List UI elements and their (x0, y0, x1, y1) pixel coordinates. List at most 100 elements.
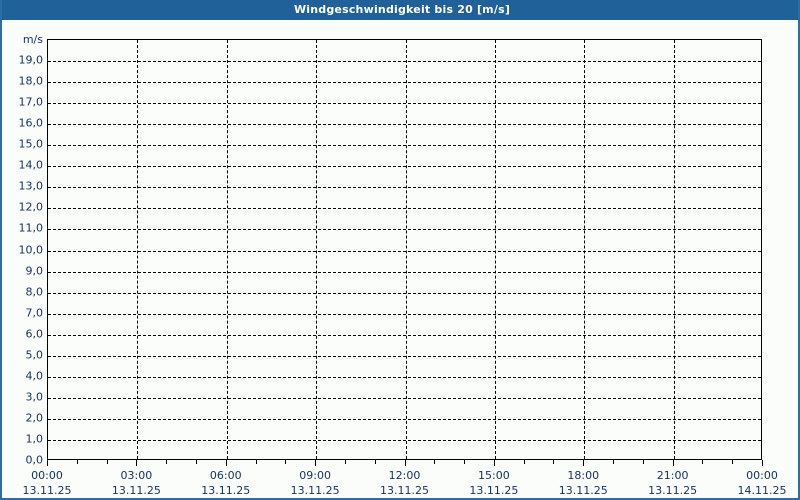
x-axis-tick-time: 06:00 (209, 469, 242, 482)
x-axis-tick-label: 00:00 13.11.25 (23, 468, 72, 498)
y-axis-tick-label: 8,0 (25, 285, 44, 299)
x-axis-tick-time: 12:00 (388, 469, 421, 482)
y-axis-tick-label: 3,0 (25, 390, 44, 404)
x-axis-tick-minor (76, 460, 78, 464)
gridline-horizontal (48, 418, 761, 420)
y-axis-tick-label: 13,0 (18, 179, 44, 193)
x-axis-tick-minor (195, 460, 197, 464)
gridline-vertical (226, 40, 228, 459)
y-axis-tick-label: 19,0 (18, 53, 44, 67)
x-axis-tick-label: 15:00 13.11.25 (469, 468, 518, 498)
x-axis-tick-minor (732, 460, 734, 464)
gridline-horizontal (48, 124, 761, 126)
x-axis-tick-time: 15:00 (478, 469, 510, 482)
gridline-vertical (137, 40, 139, 459)
x-axis-tick-major (583, 460, 585, 466)
x-axis-tick-major (136, 460, 138, 466)
x-axis-tick-label: 03:00 13.11.25 (112, 468, 161, 498)
gridline-vertical (584, 40, 586, 459)
x-axis-tick-label: 12:00 13.11.25 (380, 468, 429, 498)
y-axis-labels: m/s 19,0 18,0 17,0 16,0 15,0 14,0 13,0 12,0 11,0… (2, 33, 44, 467)
gridline-horizontal (48, 208, 761, 210)
y-axis-tick-label: 14,0 (18, 158, 44, 172)
x-axis-labels: 00:00 13.11.25 03:00 13.11.25 06:00 13.11.25 0… (23, 468, 787, 498)
x-axis-tick-major (493, 460, 495, 466)
x-axis-tick-date: 13.11.25 (290, 484, 340, 497)
y-axis-unit-label: m/s (22, 33, 43, 46)
x-axis-tick-major (672, 460, 674, 466)
gridline-horizontal (48, 292, 761, 294)
x-axis-tick-major (47, 460, 48, 466)
y-axis-tick-label: 17,0 (18, 95, 44, 109)
x-axis-tick-minor (464, 460, 466, 464)
x-axis-ticks (47, 460, 763, 468)
gridline-horizontal (48, 376, 761, 378)
x-axis-tick-major (315, 460, 317, 466)
x-axis-tick-minor (642, 460, 644, 464)
x-axis-tick-date: 13.11.25 (380, 484, 429, 497)
x-axis-tick-time: 00:00 (31, 469, 63, 482)
x-axis-tick-date: 13.11.25 (648, 484, 698, 497)
y-axis-tick-label: 2,0 (25, 411, 44, 425)
gridline-vertical (316, 40, 318, 459)
x-axis-tick-label: 21:00 13.11.25 (648, 468, 697, 498)
chart-canvas: m/s 19,0 18,0 17,0 16,0 15,0 14,0 13,0 12,0 11,0… (2, 20, 798, 498)
y-axis-tick-label: 5,0 (25, 348, 44, 362)
x-axis-tick-date: 13.11.25 (111, 484, 161, 497)
x-axis-tick-date: 14.11.25 (737, 484, 787, 497)
x-axis-tick-label: 06:00 13.11.25 (201, 468, 250, 498)
gridline-horizontal (48, 271, 761, 273)
x-axis-tick-date: 13.11.25 (22, 484, 72, 497)
x-axis-tick-minor (255, 460, 257, 464)
x-axis-tick-major (225, 460, 227, 466)
y-axis-tick-label: 15,0 (18, 137, 44, 151)
x-axis-tick-minor (553, 460, 555, 464)
gridline-horizontal (48, 229, 761, 231)
x-axis-tick-minor (702, 460, 704, 464)
x-axis-tick-date: 13.11.25 (469, 484, 519, 497)
x-axis-tick-major (762, 460, 763, 466)
page-title: Windgeschwindigkeit bis 20 [m/s] (293, 3, 511, 16)
y-axis-tick-label: 12,0 (18, 200, 44, 214)
y-axis-tick-label: 6,0 (25, 327, 44, 341)
plot-area (47, 39, 762, 460)
x-axis-tick-label: 00:00 14.11.25 (738, 468, 787, 498)
gridline-horizontal (48, 334, 761, 336)
y-axis-tick-label: 9,0 (25, 264, 44, 278)
y-axis-tick-label: 10,0 (18, 243, 44, 256)
gridline-horizontal (48, 313, 761, 315)
gridline-horizontal (48, 103, 761, 105)
gridline-vertical (405, 40, 407, 459)
x-axis-tick-label: 18:00 13.11.25 (559, 468, 608, 498)
x-axis-tick-time: 09:00 (299, 469, 331, 482)
gridline-horizontal (48, 166, 761, 168)
x-axis-tick-minor (285, 460, 287, 464)
x-axis-tick-major (404, 460, 406, 466)
x-axis-tick-time: 00:00 (746, 469, 778, 482)
x-axis-tick-minor (523, 460, 525, 464)
x-axis-tick-minor (166, 460, 168, 464)
x-axis-tick-date: 13.11.25 (201, 484, 251, 497)
x-axis-tick-minor (106, 460, 108, 464)
gridline-horizontal (48, 250, 761, 252)
gridline-horizontal (48, 61, 761, 63)
x-axis-tick-minor (344, 460, 346, 464)
y-axis-tick-label: 11,0 (18, 221, 44, 235)
x-axis-tick-time: 03:00 (120, 469, 153, 482)
y-axis-tick-label: 4,0 (25, 369, 44, 383)
gridline-horizontal (48, 355, 761, 357)
gridline-horizontal (48, 439, 761, 441)
x-axis-tick-time: 21:00 (656, 469, 689, 482)
x-axis-tick-label: 09:00 13.11.25 (291, 468, 340, 498)
y-axis-tick-label: 18,0 (18, 74, 44, 88)
y-axis-tick-label: 1,0 (25, 432, 44, 446)
x-axis-tick-minor (434, 460, 436, 464)
gridline-horizontal (48, 397, 761, 399)
gridline-horizontal (48, 145, 761, 147)
x-axis-tick-minor (613, 460, 615, 464)
gridline-vertical (673, 40, 675, 459)
y-axis-tick-label: 0,0 (25, 453, 44, 467)
gridline-horizontal (48, 187, 761, 189)
x-axis-tick-date: 13.11.25 (558, 484, 608, 497)
